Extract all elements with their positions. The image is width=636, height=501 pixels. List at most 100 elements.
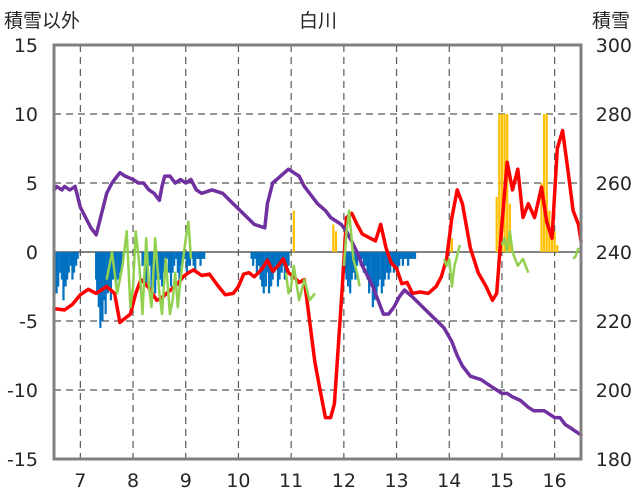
- sunshine-bar: [197, 252, 201, 259]
- sunshine-bar: [199, 252, 202, 266]
- left-tick-label: -5: [19, 311, 38, 333]
- sunshine-bar: [382, 252, 385, 287]
- x-tick-label: 10: [226, 470, 250, 492]
- x-tick-label: 14: [437, 470, 461, 492]
- precipitation-bar: [553, 231, 556, 252]
- sunshine-bar: [399, 252, 402, 259]
- pressure-change-line: [500, 230, 530, 274]
- precipitation-bar: [556, 245, 559, 252]
- sunshine-bar: [162, 252, 165, 273]
- sunshine-bar: [410, 252, 413, 259]
- x-tick-label: 12: [332, 470, 356, 492]
- sunshine-bar: [371, 252, 374, 308]
- precipitation-bar: [500, 114, 504, 252]
- sunshine-bar: [259, 252, 262, 280]
- sunshine-bar: [364, 252, 368, 266]
- sunshine-bar: [203, 252, 206, 259]
- sunshine-bar: [273, 252, 276, 273]
- sunshine-bar: [118, 252, 121, 273]
- sunshine-bar: [370, 252, 373, 287]
- sunshine-bar: [159, 252, 162, 280]
- precipitation-bar: [495, 196, 498, 252]
- pressure-change-line: [442, 244, 462, 288]
- sunshine-bar: [157, 252, 160, 273]
- sunshine-bar: [378, 252, 381, 280]
- sunshine-bar: [113, 252, 116, 273]
- sunshine-bar: [368, 252, 371, 294]
- sunshine-bar: [166, 252, 169, 259]
- sunshine-bar: [196, 252, 199, 259]
- left-tick-label: 0: [26, 242, 38, 264]
- sunshine-bar: [346, 252, 350, 287]
- precipitation-bar: [450, 238, 453, 252]
- sunshine-bar: [72, 252, 76, 273]
- sunshine-bar: [190, 252, 194, 259]
- sunshine-bar: [117, 252, 120, 280]
- sunshine-bar: [66, 252, 69, 280]
- precipitation-bar: [498, 114, 501, 252]
- sunshine-bar: [394, 252, 397, 266]
- pressure-change-line: [342, 209, 361, 287]
- sunshine-bar: [350, 252, 353, 280]
- sunshine-bar: [60, 252, 64, 280]
- sunshine-bar: [201, 252, 204, 259]
- sunshine-bar: [403, 252, 406, 259]
- left-tick-label: -15: [7, 449, 38, 471]
- right-tick-label: 260: [596, 173, 632, 195]
- sunshine-bar: [383, 252, 387, 280]
- sunshine-bar: [69, 252, 72, 266]
- sunshine-bar: [387, 252, 390, 280]
- sunshine-bar: [264, 252, 267, 287]
- sunshine-bar: [148, 252, 152, 266]
- sunshine-bar: [96, 252, 99, 294]
- sunshine-bar: [255, 252, 258, 273]
- sunshine-bar: [76, 252, 79, 259]
- sunshine-bar: [398, 252, 401, 266]
- precipitation-bar: [332, 224, 335, 252]
- sunshine-bar: [109, 252, 113, 301]
- precipitation-bar: [508, 203, 511, 252]
- sunshine-bar: [192, 252, 195, 266]
- sunshine-bar: [97, 252, 100, 308]
- sunshine-bar: [169, 252, 173, 287]
- sunshine-bar: [362, 252, 365, 273]
- sunshine-bar: [252, 252, 255, 266]
- sunshine-bar: [64, 252, 67, 287]
- sunshine-bar: [180, 252, 183, 266]
- precipitation-bar: [540, 183, 543, 252]
- sunshine-bar: [178, 252, 181, 287]
- x-tick-label: 8: [127, 470, 139, 492]
- sunshine-bar: [67, 252, 70, 273]
- sunshine-bar: [71, 252, 74, 280]
- x-tick-label: 9: [180, 470, 192, 492]
- sunshine-bar: [250, 252, 253, 259]
- sunshine-bar: [287, 252, 290, 266]
- left-tick-label: 10: [14, 104, 38, 126]
- sunshine-bar: [62, 252, 65, 301]
- sunshine-bar: [57, 252, 60, 287]
- sunshine-bar: [115, 252, 118, 287]
- sunshine-bar: [408, 252, 411, 259]
- sunshine-bar: [361, 252, 364, 259]
- x-tick-label: 15: [490, 470, 514, 492]
- sunshine-bar: [102, 252, 106, 301]
- left-axis-title: 積雪以外: [4, 10, 80, 32]
- precipitation-bar: [506, 114, 509, 252]
- left-axis-ticks: 15 10 5 0 -5 -10 -15: [7, 35, 38, 471]
- sunshine-bar: [257, 252, 260, 266]
- sunshine-bar: [55, 252, 58, 294]
- sunshine-bar: [160, 252, 164, 287]
- sunshine-bar: [187, 252, 190, 266]
- precipitation-bar: [292, 210, 295, 252]
- sunshine-bar: [271, 252, 274, 280]
- sunshine-bar: [104, 252, 107, 315]
- sunshine-bar: [407, 252, 410, 266]
- sunshine-bar: [392, 252, 396, 273]
- precipitation-bar: [545, 114, 548, 252]
- right-tick-label: 200: [596, 380, 632, 402]
- pressure-change-line: [105, 230, 185, 316]
- x-tick-label: 16: [543, 470, 567, 492]
- sunshine-bar: [175, 252, 178, 259]
- pressure-change-line: [572, 247, 580, 260]
